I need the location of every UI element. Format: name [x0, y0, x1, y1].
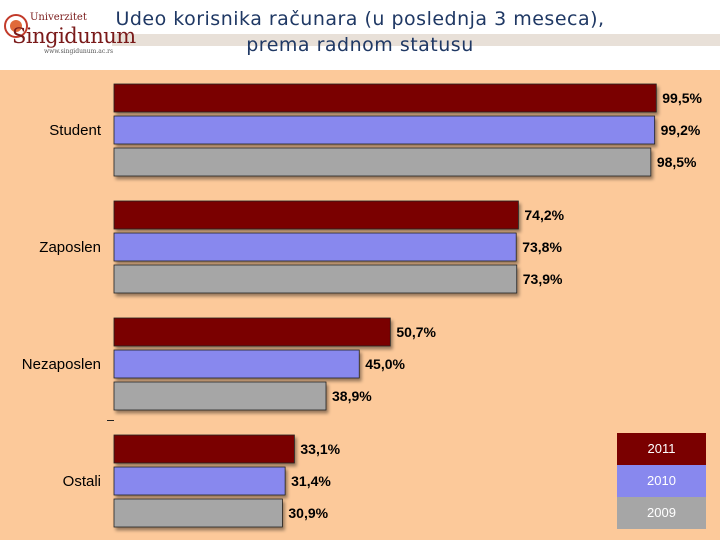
axis-tick-mark: [107, 420, 114, 421]
data-label: 33,1%: [300, 441, 340, 457]
header-band: [112, 34, 720, 46]
bar-chart: Student 99,5% 99,2% 98,5% Zaposlen 74,2% 73,8%…: [22, 83, 703, 528]
bar-2011: [113, 83, 657, 113]
data-label: 45,0%: [365, 356, 405, 372]
legend-item-2009: 2009: [617, 497, 706, 529]
chart-title-line-1: Udeo korisnika računara (u poslednja 3 m…: [115, 8, 605, 30]
bar-2011: [113, 434, 295, 464]
data-label: 99,5%: [662, 90, 702, 106]
chart-title: Udeo korisnika računara (u poslednja 3 m…: [60, 6, 660, 58]
category-label: Zaposlen: [39, 239, 101, 256]
university-logo: Univerzitet Singidunum www.singidunum.ac…: [4, 10, 136, 66]
seal-icon: [4, 14, 28, 38]
legend-item-2011: 2011: [617, 433, 706, 465]
legend: 2011 2010 2009: [617, 433, 706, 529]
data-label: 31,4%: [291, 473, 331, 489]
data-label: 99,2%: [661, 122, 701, 138]
bar-2009: [113, 147, 652, 177]
bar-2010: [113, 466, 286, 496]
logo-top-text: Univerzitet: [30, 12, 87, 23]
data-label: 50,7%: [396, 324, 436, 340]
bar-2009: [113, 381, 327, 411]
logo-name-text: Singidunum: [12, 24, 136, 48]
data-label: 73,8%: [522, 239, 562, 255]
bar-2009: [113, 498, 283, 528]
plot-area: Student 99,5% 99,2% 98,5% Zaposlen 74,2% 73,8%…: [0, 70, 720, 540]
data-label: 38,9%: [332, 388, 372, 404]
chart-title-line-2: prema radnom statusu: [246, 34, 474, 56]
category-label: Ostali: [63, 473, 101, 490]
bar-2009: [113, 264, 518, 294]
bar-2010: [113, 349, 360, 379]
logo-url-text: www.singidunum.ac.rs: [44, 48, 114, 55]
data-label: 73,9%: [523, 271, 563, 287]
slide-header: Univerzitet Singidunum www.singidunum.ac…: [0, 0, 720, 70]
bar-2010: [113, 115, 656, 145]
data-label: 74,2%: [524, 207, 564, 223]
data-label: 98,5%: [657, 154, 697, 170]
legend-item-2010: 2010: [617, 465, 706, 497]
bar-2010: [113, 232, 517, 262]
category-label: Nezaposlen: [22, 356, 101, 373]
bar-2011: [113, 200, 519, 230]
data-label: 30,9%: [288, 505, 328, 521]
category-label: Student: [49, 122, 102, 139]
bar-2011: [113, 317, 391, 347]
